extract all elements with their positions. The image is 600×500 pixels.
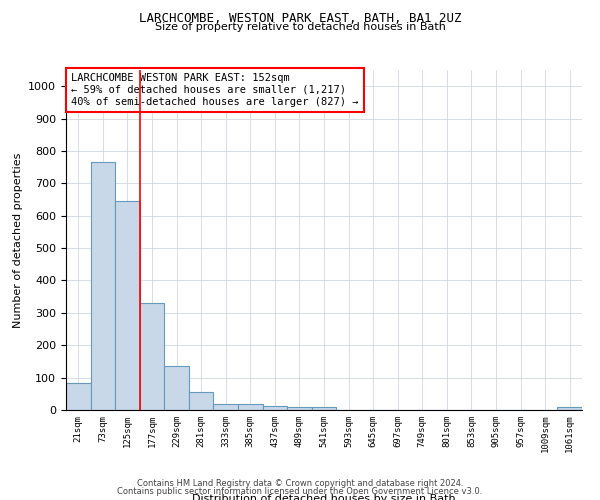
Bar bbox=[263, 406, 287, 410]
Text: LARCHCOMBE, WESTON PARK EAST, BATH, BA1 2UZ: LARCHCOMBE, WESTON PARK EAST, BATH, BA1 … bbox=[139, 12, 461, 26]
Bar bbox=[214, 404, 238, 410]
Text: LARCHCOMBE WESTON PARK EAST: 152sqm
← 59% of detached houses are smaller (1,217): LARCHCOMBE WESTON PARK EAST: 152sqm ← 59… bbox=[71, 74, 359, 106]
Bar bbox=[66, 383, 91, 410]
Bar bbox=[238, 404, 263, 410]
Y-axis label: Number of detached properties: Number of detached properties bbox=[13, 152, 23, 328]
Bar bbox=[91, 162, 115, 410]
Text: Size of property relative to detached houses in Bath: Size of property relative to detached ho… bbox=[155, 22, 445, 32]
Bar bbox=[557, 408, 582, 410]
Bar bbox=[287, 408, 312, 410]
Bar bbox=[140, 303, 164, 410]
X-axis label: Distribution of detached houses by size in Bath: Distribution of detached houses by size … bbox=[192, 494, 456, 500]
Bar bbox=[115, 201, 140, 410]
Bar bbox=[189, 392, 214, 410]
Bar bbox=[312, 407, 336, 410]
Bar bbox=[164, 366, 189, 410]
Text: Contains HM Land Registry data © Crown copyright and database right 2024.: Contains HM Land Registry data © Crown c… bbox=[137, 478, 463, 488]
Text: Contains public sector information licensed under the Open Government Licence v3: Contains public sector information licen… bbox=[118, 487, 482, 496]
